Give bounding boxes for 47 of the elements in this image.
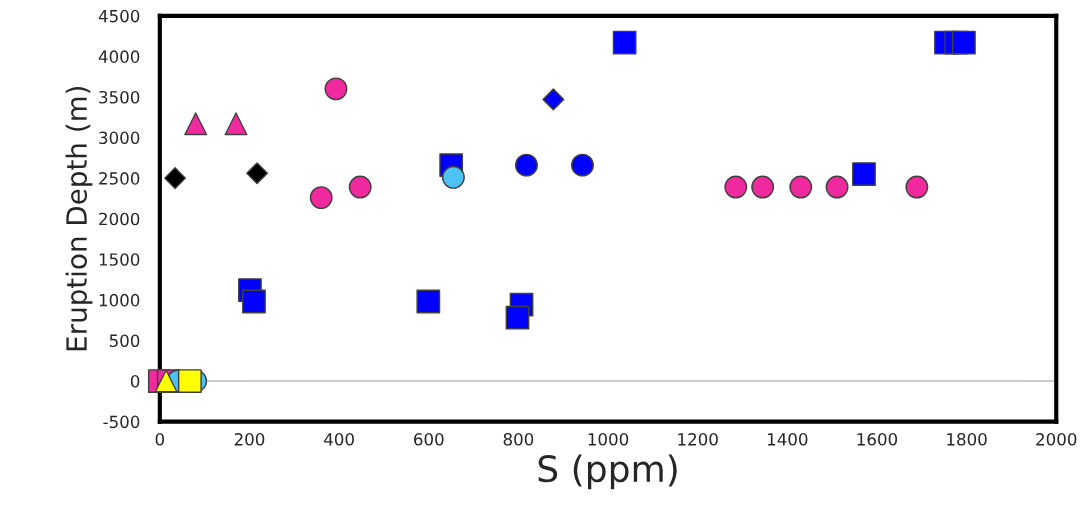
x-tick-label: 1400 [767, 433, 808, 446]
point [852, 162, 876, 186]
point [542, 88, 565, 111]
y-tick-label: 3500 [99, 90, 140, 104]
point [825, 175, 849, 199]
point [242, 289, 266, 314]
point [952, 30, 976, 55]
y-tick-label: 2500 [99, 172, 140, 185]
point [246, 162, 269, 185]
x-tick-label: 1800 [947, 433, 987, 446]
point [441, 165, 465, 189]
y-tick-label: 4500 [98, 9, 140, 23]
point [184, 112, 208, 136]
point [751, 175, 775, 199]
x-axis-title: S (ppm) [538, 454, 677, 490]
point [515, 153, 538, 177]
x-tick-label: 400 [324, 433, 354, 446]
point [905, 175, 929, 199]
x-tick-label: 1600 [857, 433, 898, 446]
point [164, 167, 187, 190]
y-axis-title: Eruption Depth (m) [65, 86, 93, 351]
x-tick-label: 2000 [1036, 433, 1077, 446]
x-tick-label: 1200 [678, 433, 718, 446]
x-tick-label: 0 [155, 433, 165, 446]
point [416, 289, 441, 314]
point [789, 175, 813, 199]
y-tick-label: 1000 [99, 293, 140, 307]
x-tick-label: 200 [234, 433, 265, 446]
point [324, 77, 348, 101]
y-tick-label: -500 [103, 415, 140, 429]
point [724, 175, 748, 199]
point [177, 369, 202, 393]
point [571, 153, 594, 177]
point [348, 175, 372, 199]
y-tick-label: 1500 [99, 253, 140, 266]
y-tick-label: 3000 [99, 131, 140, 145]
y-tick-label: 500 [109, 334, 140, 348]
point [612, 30, 637, 55]
x-tick-label: 600 [414, 433, 444, 446]
y-tick-label: 0 [130, 374, 140, 388]
point [505, 305, 530, 330]
point [309, 186, 333, 210]
point [224, 112, 248, 136]
x-tick-label: 800 [503, 433, 534, 446]
x-tick-label: 1000 [588, 433, 629, 446]
y-tick-label: 2000 [99, 212, 140, 226]
y-tick-label: 4000 [98, 50, 140, 63]
